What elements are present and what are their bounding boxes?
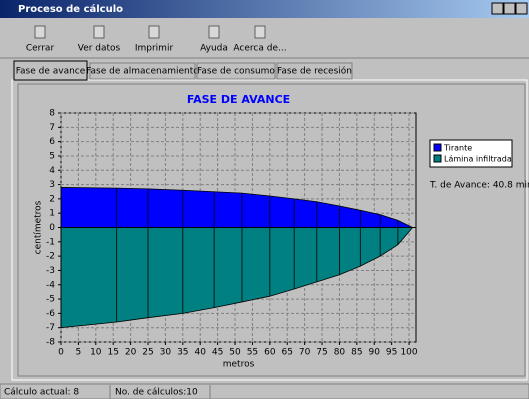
toolbar-icon bbox=[149, 26, 159, 38]
y-tick-label: 7 bbox=[49, 123, 55, 133]
close-button[interactable] bbox=[516, 3, 527, 14]
window-title: Proceso de cálculo bbox=[18, 3, 123, 15]
x-tick-label: 25 bbox=[142, 348, 153, 358]
y-tick-label: -1 bbox=[46, 237, 55, 247]
y-tick-label: 2 bbox=[49, 194, 55, 204]
toolbar-icon bbox=[209, 26, 219, 38]
maximize-button[interactable] bbox=[504, 3, 515, 14]
y-tick-label: 6 bbox=[49, 137, 55, 147]
minimize-button[interactable] bbox=[492, 3, 503, 14]
y-tick-label: -8 bbox=[46, 338, 55, 348]
x-axis-label: metros bbox=[223, 360, 255, 370]
x-tick-label: 0 bbox=[58, 348, 64, 358]
x-tick-label: 50 bbox=[229, 348, 241, 358]
x-tick-label: 5 bbox=[76, 348, 82, 358]
legend-swatch bbox=[434, 155, 441, 162]
x-tick-label: 10 bbox=[90, 348, 102, 358]
y-tick-label: -7 bbox=[46, 323, 55, 333]
tab-label: Fase de almacenamiento bbox=[86, 67, 199, 77]
y-tick-label: 8 bbox=[49, 109, 55, 119]
x-tick-label: 95 bbox=[386, 348, 397, 358]
toolbar-button[interactable]: Cerrar bbox=[26, 44, 55, 54]
x-tick-label: 45 bbox=[212, 348, 223, 358]
x-tick-label: 100 bbox=[400, 348, 417, 358]
legend-label: Lámina infiltrada bbox=[444, 155, 512, 164]
legend-swatch bbox=[434, 144, 441, 151]
y-tick-label: 5 bbox=[49, 151, 55, 161]
y-tick-label: -2 bbox=[46, 252, 55, 262]
toolbar-button[interactable]: Ayuda bbox=[200, 44, 228, 54]
chart-title: FASE DE AVANCE bbox=[187, 93, 290, 106]
toolbar-icon bbox=[35, 26, 45, 38]
tab-label: Fase de avance bbox=[16, 67, 86, 77]
y-tick-label: -4 bbox=[46, 280, 55, 290]
x-tick-label: 80 bbox=[334, 348, 346, 358]
x-tick-label: 30 bbox=[160, 348, 172, 358]
x-tick-label: 75 bbox=[316, 348, 327, 358]
app-window: Proceso de cálculo Cerrar Ver datos Imprim… bbox=[0, 0, 529, 399]
x-tick-label: 55 bbox=[247, 348, 258, 358]
y-tick-label: 4 bbox=[49, 166, 55, 176]
toolbar-icon bbox=[94, 26, 104, 38]
status-text: Cálculo actual: 8 bbox=[4, 388, 79, 398]
y-tick-label: -6 bbox=[46, 309, 55, 319]
x-tick-label: 15 bbox=[107, 348, 118, 358]
toolbar-button[interactable]: Acerca de... bbox=[233, 44, 286, 54]
annotation: T. de Avance: 40.8 min bbox=[429, 181, 529, 191]
x-tick-label: 90 bbox=[369, 348, 381, 358]
status-bar bbox=[0, 384, 529, 399]
y-tick-label: 1 bbox=[49, 209, 55, 219]
toolbar-button[interactable]: Ver datos bbox=[78, 44, 121, 54]
x-tick-label: 60 bbox=[264, 348, 276, 358]
x-tick-label: 85 bbox=[351, 348, 362, 358]
status-text: No. de cálculos:10 bbox=[115, 388, 198, 398]
y-axis-label: centímetros bbox=[34, 200, 44, 254]
y-tick-label: 0 bbox=[49, 223, 55, 233]
x-tick-label: 70 bbox=[299, 348, 311, 358]
y-tick-label: -3 bbox=[46, 266, 55, 276]
x-tick-label: 65 bbox=[281, 348, 292, 358]
toolbar-icon bbox=[255, 26, 265, 38]
x-tick-label: 35 bbox=[177, 348, 188, 358]
legend-label: Tirante bbox=[443, 144, 472, 153]
tab-label: Fase de recesión bbox=[277, 66, 352, 77]
x-tick-label: 20 bbox=[125, 348, 137, 358]
toolbar-button[interactable]: Imprimir bbox=[135, 44, 174, 54]
y-tick-label: 3 bbox=[49, 180, 55, 190]
y-tick-label: -5 bbox=[46, 295, 55, 305]
x-tick-label: 40 bbox=[194, 348, 206, 358]
tab-label: Fase de consumo bbox=[197, 67, 275, 77]
